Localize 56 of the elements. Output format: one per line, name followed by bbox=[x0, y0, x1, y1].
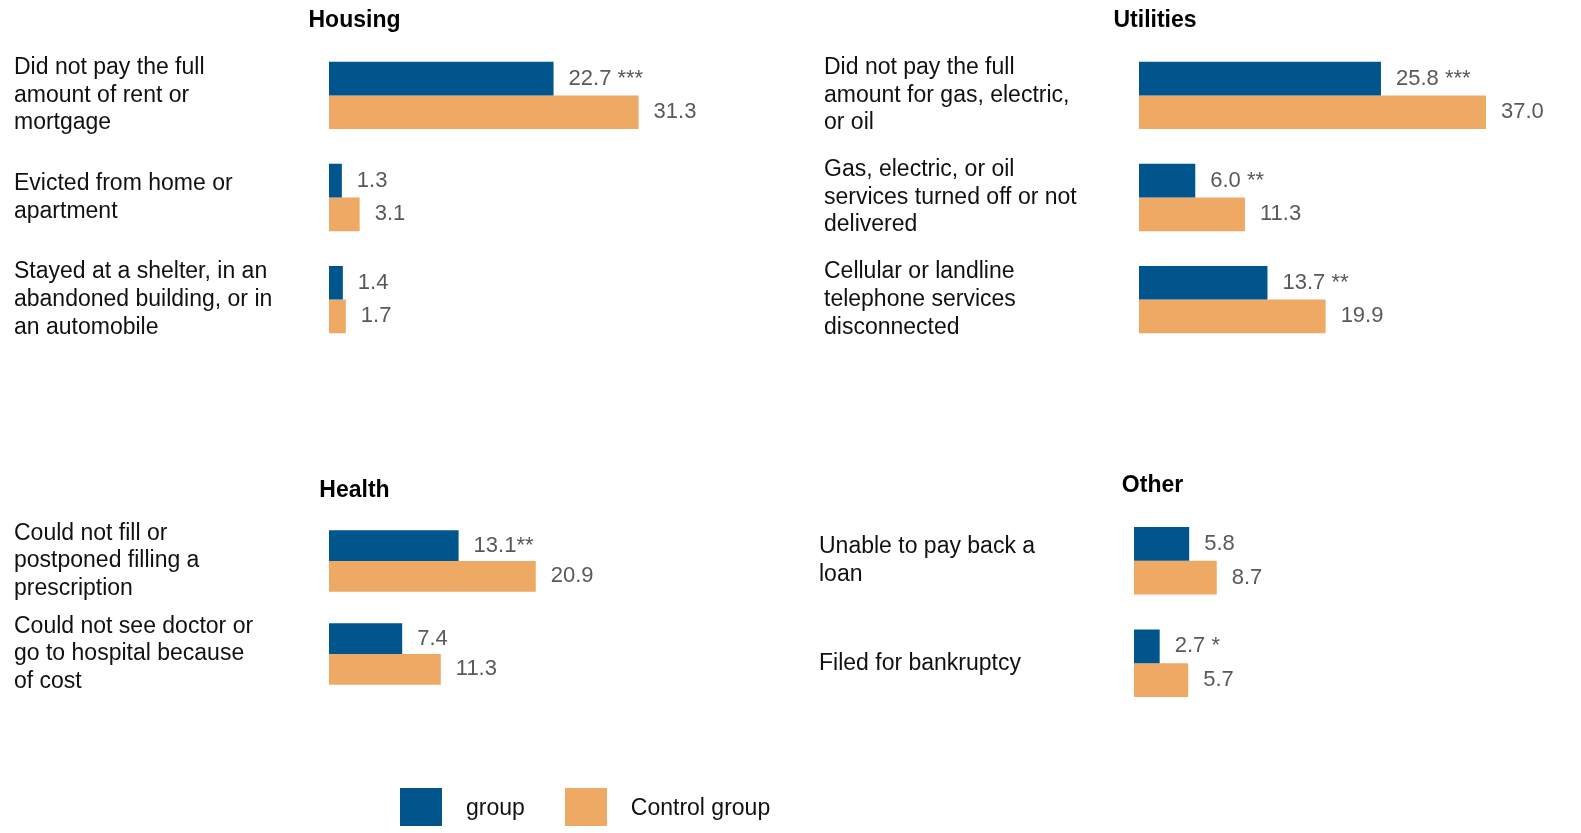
y-tick-label: Evicted from home or apartment bbox=[14, 169, 233, 223]
data-label: 19.9 bbox=[1340, 302, 1384, 328]
bar bbox=[329, 163, 342, 198]
bar bbox=[329, 623, 403, 655]
bar bbox=[329, 299, 346, 334]
bar bbox=[1139, 197, 1245, 232]
bar bbox=[1139, 163, 1196, 198]
bar bbox=[1139, 95, 1486, 130]
y-tick-label: Could not fill or postponed filling a prescription bbox=[14, 518, 200, 600]
bar bbox=[329, 560, 536, 592]
data-label: 37.0 bbox=[1501, 98, 1544, 124]
data-label: 6.0 ** bbox=[1210, 166, 1265, 192]
bar bbox=[329, 530, 459, 561]
bar bbox=[329, 265, 343, 300]
data-label: 1.4 bbox=[357, 268, 389, 294]
y-tick-label: Cellular or landline telephone services disconnected bbox=[824, 257, 1016, 339]
y-tick-label: Did not pay the full amount of rent or mortgage bbox=[14, 53, 205, 135]
bar bbox=[1134, 663, 1189, 697]
legend-label: group bbox=[466, 793, 525, 821]
bar bbox=[1134, 527, 1190, 561]
y-tick-label: Unable to pay back a loan bbox=[819, 532, 1036, 586]
data-label: 5.7 bbox=[1203, 666, 1234, 692]
y-tick-label: Gas, electric, or oil services turned off or not delivered bbox=[824, 155, 1078, 237]
data-label: 5.8 bbox=[1204, 529, 1235, 555]
data-label: 11.3 bbox=[455, 655, 497, 681]
legend-label: Control group bbox=[630, 793, 771, 821]
bar bbox=[329, 654, 441, 685]
data-label: 7.4 bbox=[417, 624, 448, 650]
bar bbox=[1139, 61, 1381, 96]
y-tick-label: Filed for bankruptcy bbox=[819, 648, 1022, 675]
y-tick-label: Stayed at a shelter, in an abandoned building, or in an automobile bbox=[14, 257, 273, 339]
data-label: 2.7 * bbox=[1174, 632, 1221, 658]
data-label: 8.7 bbox=[1231, 563, 1263, 589]
chart-title: Housing bbox=[308, 5, 401, 32]
chart-title: Health bbox=[319, 475, 390, 502]
y-tick-label: Could not see doctor or go to hospital because of cost bbox=[14, 611, 254, 693]
bar bbox=[329, 95, 639, 130]
y-tick-label: Did not pay the full amount for gas, electric, or oil bbox=[824, 53, 1070, 135]
bar bbox=[1134, 629, 1160, 664]
data-label: 20.9 bbox=[550, 562, 594, 588]
data-label: 11.3 bbox=[1259, 200, 1302, 226]
bar bbox=[329, 197, 360, 232]
data-label: 1.3 bbox=[356, 166, 388, 192]
data-label: 31.3 bbox=[653, 98, 697, 124]
data-label: 13.7 ** bbox=[1282, 268, 1349, 294]
data-label: 22.7 *** bbox=[568, 64, 644, 90]
chart-title: Utilities bbox=[1113, 5, 1197, 32]
bar bbox=[329, 61, 554, 96]
data-label: 1.7 bbox=[360, 302, 392, 328]
chart-title: Other bbox=[1121, 471, 1184, 498]
bar bbox=[1139, 265, 1268, 300]
data-label: 25.8 *** bbox=[1395, 64, 1472, 90]
data-label: 13.1** bbox=[473, 531, 534, 557]
bar bbox=[1139, 299, 1326, 334]
data-label: 3.1 bbox=[374, 200, 406, 226]
bar bbox=[1134, 560, 1217, 595]
